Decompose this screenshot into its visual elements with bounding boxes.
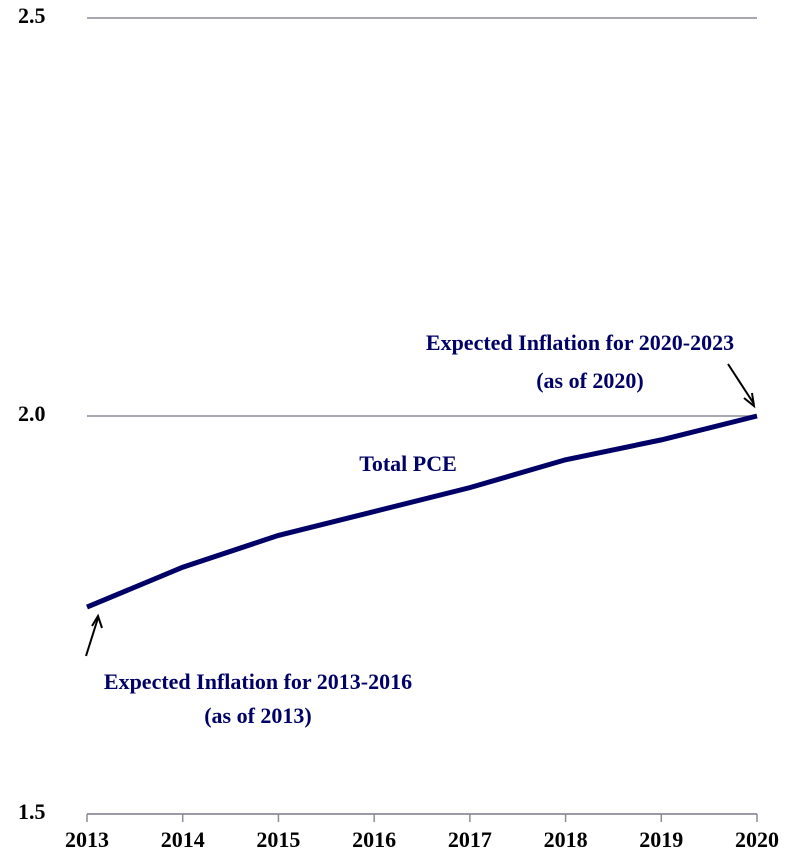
x-tick-label: 2020 <box>735 827 779 852</box>
series-label: Total PCE <box>359 451 457 476</box>
x-tick-label: 2015 <box>256 827 300 852</box>
annotation-arrow <box>727 363 755 405</box>
x-tick-label: 2017 <box>448 827 492 852</box>
x-tick-label: 2013 <box>65 827 109 852</box>
y-tick-label: 2.0 <box>18 401 46 426</box>
x-tick-label: 2014 <box>161 827 205 852</box>
annotation-arrowhead <box>743 392 756 409</box>
annotation-arrowhead <box>91 613 103 629</box>
x-tick-label: 2019 <box>639 827 683 852</box>
annotation: Expected Inflation for 2013-2016 <box>104 669 412 694</box>
x-tick-label: 2018 <box>544 827 588 852</box>
annotation: Expected Inflation for 2020-2023 <box>426 330 734 355</box>
annotation-arrow <box>85 617 99 657</box>
y-tick-label: 2.5 <box>18 3 46 28</box>
series-line <box>86 413 758 610</box>
x-tick-label: 2016 <box>352 827 396 852</box>
annotation: (as of 2020) <box>536 368 644 393</box>
annotation: (as of 2013) <box>204 703 312 728</box>
y-tick-label: 1.5 <box>18 799 46 824</box>
